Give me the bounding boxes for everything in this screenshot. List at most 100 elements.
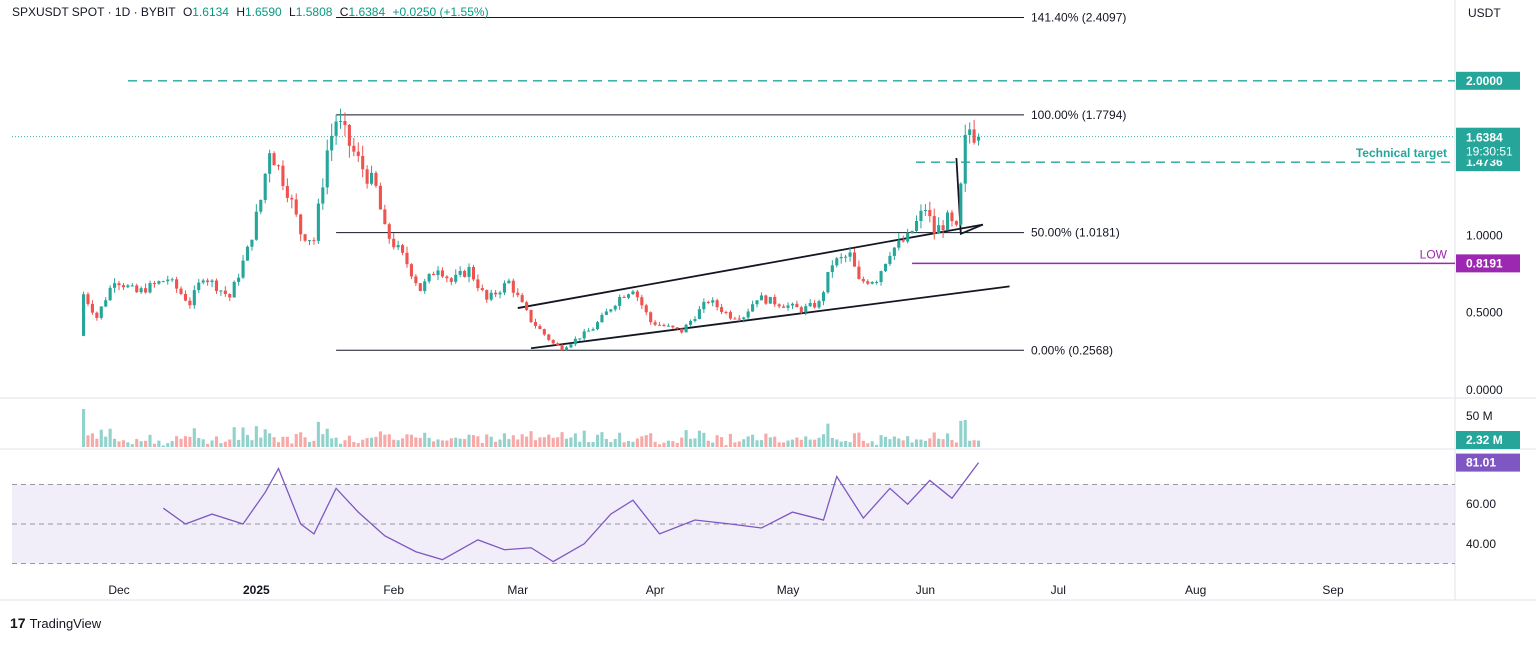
candle-body — [715, 300, 719, 308]
volume-bar — [113, 438, 117, 447]
volume-bar — [440, 440, 444, 447]
fib-level-label: 141.40% (2.4097) — [1031, 10, 1126, 24]
candle-body — [254, 211, 258, 240]
volume-bar — [312, 440, 316, 447]
candle-body — [533, 322, 538, 326]
candle-body — [826, 272, 830, 293]
candle-body — [95, 312, 99, 318]
volume-bar — [232, 427, 236, 447]
volume-bar — [764, 433, 768, 447]
volume-bar — [644, 435, 648, 447]
candle-body — [325, 150, 329, 188]
candle-body — [86, 294, 90, 304]
volume-bar — [290, 443, 294, 447]
volume-bar — [582, 430, 586, 447]
price-axis-tick: 1.0000 — [1466, 228, 1503, 242]
candle-body — [352, 145, 356, 152]
candle-body — [321, 187, 325, 204]
candle-body — [108, 287, 112, 301]
change-value: +0.0250 (+1.55%) — [392, 5, 489, 19]
candle-body — [502, 283, 507, 293]
candle-body — [622, 296, 626, 298]
volume-bar — [640, 436, 644, 447]
candle-body — [192, 290, 196, 306]
volume-bar — [423, 432, 427, 447]
volume-bar — [542, 437, 546, 447]
volume-bar — [489, 436, 493, 447]
volume-bar — [197, 437, 201, 447]
volume-bar — [901, 440, 905, 447]
volume-bar — [830, 437, 834, 447]
volume-bar — [374, 436, 378, 447]
price-axis-tick: 0.5000 — [1466, 306, 1503, 320]
candle-body — [560, 345, 564, 351]
candle-body — [214, 280, 219, 292]
volume-bar — [498, 439, 502, 447]
volume-bar — [786, 440, 790, 447]
candle-body — [161, 281, 165, 283]
symbol-label[interactable]: SPXUSDT SPOT · 1D · BYBIT — [12, 5, 176, 19]
volume-bar — [883, 436, 888, 447]
candle-body — [170, 279, 174, 281]
volume-bar — [471, 435, 476, 447]
candle-body — [316, 203, 320, 241]
candle-body — [365, 169, 369, 184]
volume-bar — [281, 436, 285, 447]
volume-axis-tick: 50 M — [1466, 409, 1493, 423]
rsi-value-label: 81.01 — [1466, 456, 1496, 470]
candle-body — [932, 216, 936, 234]
candle-body — [866, 281, 870, 284]
volume-bar — [768, 437, 772, 447]
candle-body — [897, 240, 901, 248]
volume-bar — [821, 434, 826, 447]
candle-body — [166, 279, 170, 282]
candle-body — [684, 324, 688, 333]
volume-bar — [126, 442, 130, 447]
candle-body — [334, 121, 338, 136]
price-tag-label: 2.0000 — [1466, 74, 1503, 88]
volume-bar — [228, 439, 232, 447]
candle-body — [307, 240, 312, 242]
volume-bar — [135, 439, 139, 447]
tradingview-brand[interactable]: 17 TradingView — [10, 615, 101, 631]
volume-bar — [826, 423, 830, 447]
candle-body — [538, 325, 542, 330]
volume-bar — [706, 440, 710, 447]
candle-body — [290, 197, 294, 200]
candle-body — [130, 285, 134, 287]
candle-body — [751, 304, 755, 312]
volume-bar — [817, 437, 821, 447]
volume-bar — [183, 436, 188, 447]
candle-body — [875, 282, 879, 284]
countdown-label: 19:30:51 — [1466, 145, 1513, 159]
volume-bar — [875, 444, 879, 447]
volume-bar — [108, 428, 112, 447]
volume-bar — [259, 437, 263, 447]
volume-bar — [369, 437, 374, 447]
volume-bar — [237, 439, 241, 447]
volume-bar — [578, 441, 582, 447]
fib-level-label: 100.00% (1.7794) — [1031, 108, 1126, 122]
volume-bar — [454, 437, 458, 447]
candle-body — [405, 252, 409, 265]
volume-bar — [166, 443, 170, 447]
candle-body — [821, 292, 826, 302]
currency-label: USDT — [1468, 6, 1501, 20]
price-tag-box — [1456, 254, 1520, 273]
high-label: H — [236, 5, 245, 19]
volume-bar — [657, 444, 662, 447]
candle-body — [817, 301, 821, 308]
volume-bar — [170, 440, 174, 447]
candle-body — [520, 295, 524, 303]
candle-body — [945, 212, 950, 231]
candle-body — [680, 328, 684, 333]
tradingview-logo-icon: 17 — [10, 615, 26, 631]
candle-body — [113, 283, 117, 288]
candle-body — [937, 225, 941, 234]
volume-bar — [649, 433, 653, 447]
volume-bar — [684, 430, 688, 447]
candle-body — [835, 258, 839, 266]
time-axis-tick: Feb — [383, 583, 404, 597]
